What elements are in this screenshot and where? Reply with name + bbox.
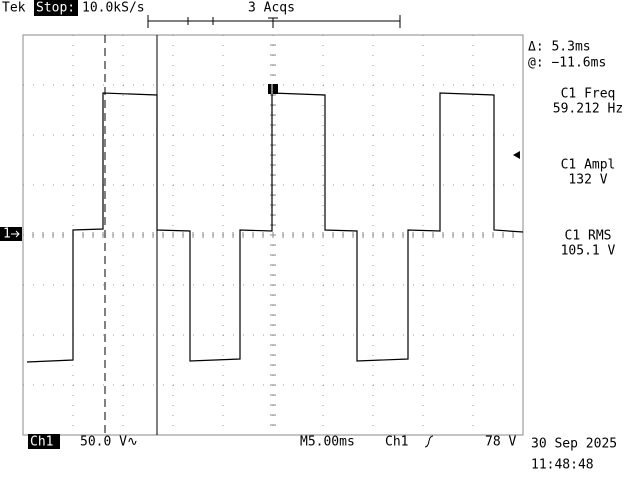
acq-state: Stop: <box>36 1 75 16</box>
measurement-name: C1 Ampl <box>561 158 616 173</box>
record-bracket <box>147 15 401 28</box>
trigger-source: Ch1 <box>385 435 408 450</box>
date: 30 Sep 2025 <box>531 437 617 452</box>
channel-box <box>28 434 60 449</box>
cursor-delta: Δ: 5.3ms <box>528 40 591 55</box>
waveform <box>26 92 524 363</box>
measurement-name: C1 RMS <box>565 229 612 244</box>
channel-marker: 1 <box>3 227 11 242</box>
timebase: M5.00ms <box>300 435 355 450</box>
time: 11:48:48 <box>531 458 594 473</box>
state-box <box>34 0 78 16</box>
vertical-scale: 50.0 V∿ <box>80 435 138 450</box>
sample-rate: 10.0kS/s <box>82 1 145 16</box>
graticule-border <box>22 34 524 436</box>
channel-marker-arrow <box>11 230 20 238</box>
measurement-value: 132 V <box>568 173 607 188</box>
channel: Ch1 <box>30 435 53 450</box>
trigger-level: 78 V <box>485 435 516 450</box>
brand: Tek <box>2 1 26 16</box>
trigger-point <box>268 84 278 94</box>
acquisitions: 3 Acqs <box>248 1 295 16</box>
measurement-value: 59.212 Hz <box>553 102 623 117</box>
trigger-slope <box>424 435 434 448</box>
measurement-value: 105.1 V <box>561 244 616 259</box>
measurement-name: C1 Freq <box>561 87 616 102</box>
cursor-at: @: −11.6ms <box>528 56 606 71</box>
trigger-level-arrow <box>513 151 520 159</box>
